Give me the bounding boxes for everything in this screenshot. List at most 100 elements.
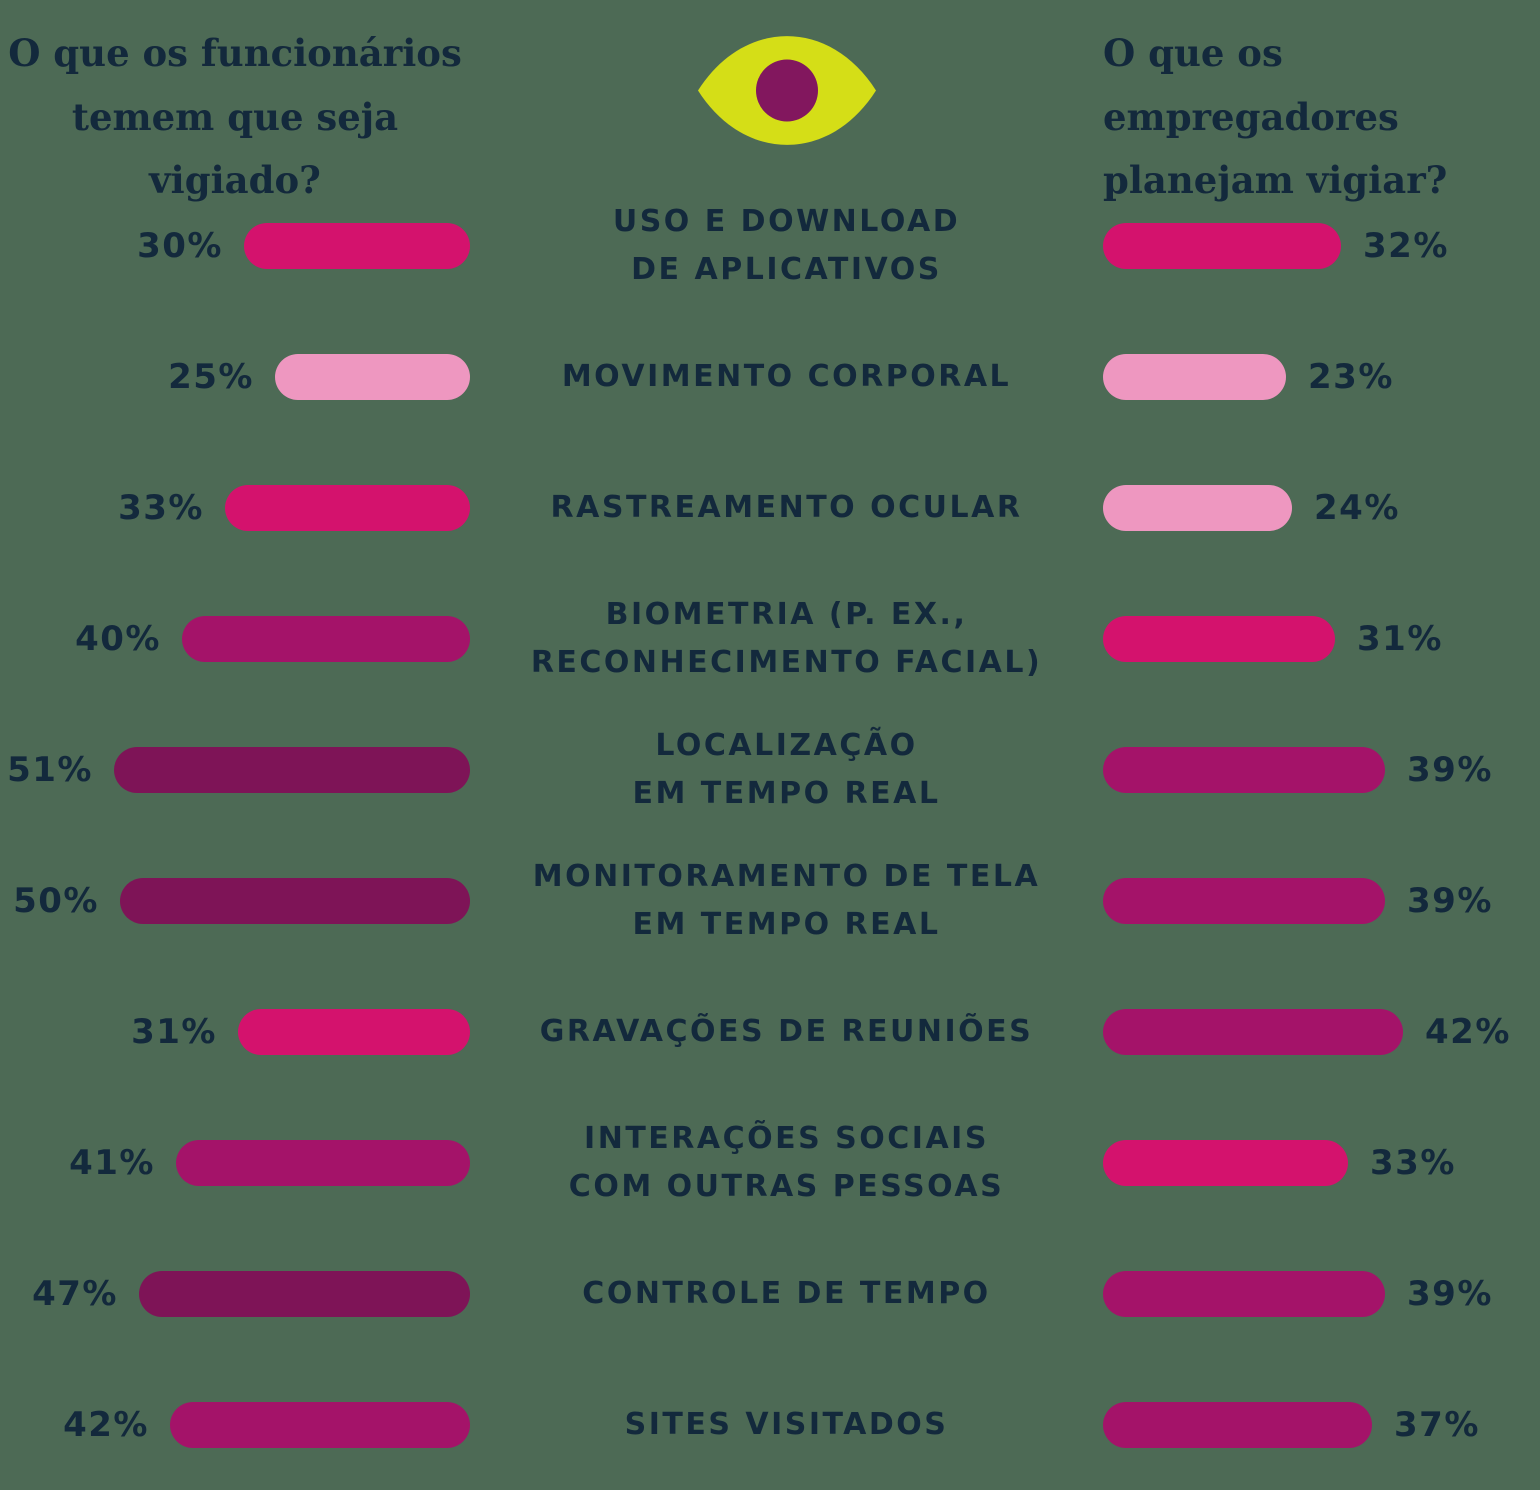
right-bar-cell: 39% bbox=[1103, 877, 1540, 924]
chart-row: 41% INTERAÇÕES SOCIAIS COM OUTRAS PESSOAS 3… bbox=[0, 1097, 1540, 1228]
left-title-line2: temem que seja vigiado? bbox=[71, 94, 399, 203]
left-value-label: 40% bbox=[75, 618, 161, 659]
left-title-line1: O que os funcionários bbox=[8, 31, 462, 75]
right-value-label: 37% bbox=[1394, 1404, 1480, 1445]
right-bar-cell: 24% bbox=[1103, 484, 1540, 531]
right-bar bbox=[1103, 1008, 1403, 1055]
category-cell: GRAVAÇÕES DE REUNIÕES bbox=[470, 1008, 1103, 1056]
left-bar bbox=[225, 484, 470, 531]
left-bar-cell: 47% bbox=[0, 1270, 470, 1317]
right-value-label: 33% bbox=[1370, 1142, 1456, 1183]
category-cell: BIOMETRIA (P. EX., RECONHECIMENTO FACIAL) bbox=[470, 591, 1103, 687]
category-cell: USO E DOWNLOAD DE APLICATIVOS bbox=[470, 198, 1103, 294]
category-label-line: RASTREAMENTO OCULAR bbox=[550, 489, 1023, 525]
right-bar bbox=[1103, 484, 1292, 531]
right-bar-cell: 31% bbox=[1103, 615, 1540, 662]
category-label-line: LOCALIZAÇÃO bbox=[655, 727, 918, 763]
left-value-label: 30% bbox=[137, 225, 223, 266]
chart-row: 42% SITES VISITADOS 37% bbox=[0, 1359, 1540, 1490]
left-title: O que os funcionários temem que seja vig… bbox=[0, 0, 470, 213]
category-label-line: EM TEMPO REAL bbox=[632, 906, 941, 942]
left-bar bbox=[238, 1008, 470, 1055]
eye-icon bbox=[697, 36, 876, 145]
left-bar-cell: 31% bbox=[0, 1008, 470, 1055]
right-bar bbox=[1103, 1139, 1348, 1186]
eye-icon-container bbox=[470, 0, 1103, 148]
chart-row: 30% USO E DOWNLOAD DE APLICATIVOS 32% bbox=[0, 180, 1540, 311]
right-value-label: 39% bbox=[1407, 880, 1493, 921]
category-cell: RASTREAMENTO OCULAR bbox=[470, 484, 1103, 532]
category-label-line: CONTROLE DE TEMPO bbox=[582, 1275, 991, 1311]
chart-row: 50% MONITORAMENTO DE TELA EM TEMPO REAL 39% bbox=[0, 835, 1540, 966]
left-bar bbox=[275, 353, 470, 400]
right-bar-cell: 39% bbox=[1103, 1270, 1540, 1317]
left-value-label: 42% bbox=[63, 1404, 149, 1445]
category-label: LOCALIZAÇÃO EM TEMPO REAL bbox=[633, 722, 941, 818]
right-value-label: 24% bbox=[1314, 487, 1400, 528]
category-cell: INTERAÇÕES SOCIAIS COM OUTRAS PESSOAS bbox=[470, 1115, 1103, 1211]
right-bar bbox=[1103, 877, 1385, 924]
category-cell: SITES VISITADOS bbox=[470, 1401, 1103, 1449]
left-value-label: 33% bbox=[118, 487, 204, 528]
right-value-label: 32% bbox=[1363, 225, 1449, 266]
right-value-label: 39% bbox=[1407, 749, 1493, 790]
left-bar bbox=[120, 877, 470, 924]
chart-row: 47% CONTROLE DE TEMPO 39% bbox=[0, 1228, 1540, 1359]
category-label-line: SITES VISITADOS bbox=[624, 1406, 949, 1442]
category-label: INTERAÇÕES SOCIAIS COM OUTRAS PESSOAS bbox=[569, 1115, 1004, 1211]
right-title-line2: planejam vigiar? bbox=[1103, 158, 1448, 203]
right-bar bbox=[1103, 222, 1341, 269]
left-bar bbox=[244, 222, 470, 269]
header: O que os funcionários temem que seja vig… bbox=[0, 0, 1540, 202]
left-bar bbox=[114, 746, 470, 793]
right-title-line1: O que os empregadores bbox=[1103, 31, 1399, 139]
left-bar-cell: 25% bbox=[0, 353, 470, 400]
left-bar-cell: 50% bbox=[0, 877, 470, 924]
category-label-line: EM TEMPO REAL bbox=[632, 775, 941, 811]
category-label: USO E DOWNLOAD DE APLICATIVOS bbox=[613, 198, 960, 294]
category-cell: MOVIMENTO CORPORAL bbox=[470, 353, 1103, 401]
right-title: O que os empregadores planejam vigiar? bbox=[1103, 0, 1540, 213]
category-label-line: MONITORAMENTO DE TELA bbox=[532, 858, 1041, 894]
category-label: GRAVAÇÕES DE REUNIÕES bbox=[540, 1008, 1034, 1056]
eye-pupil bbox=[755, 59, 818, 122]
left-bar-cell: 41% bbox=[0, 1139, 470, 1186]
category-label: BIOMETRIA (P. EX., RECONHECIMENTO FACIAL) bbox=[531, 591, 1042, 687]
category-label: RASTREAMENTO OCULAR bbox=[551, 484, 1023, 532]
chart-row: 33% RASTREAMENTO OCULAR 24% bbox=[0, 442, 1540, 573]
left-bar-cell: 51% bbox=[0, 746, 470, 793]
right-bar-cell: 42% bbox=[1103, 1008, 1540, 1055]
category-label-line: GRAVAÇÕES DE REUNIÕES bbox=[539, 1013, 1034, 1049]
left-bar bbox=[139, 1270, 470, 1317]
left-bar bbox=[170, 1401, 470, 1448]
category-label: SITES VISITADOS bbox=[625, 1401, 949, 1449]
right-value-label: 39% bbox=[1407, 1273, 1493, 1314]
category-label-line: DE APLICATIVOS bbox=[631, 251, 942, 287]
left-bar bbox=[176, 1139, 470, 1186]
right-value-label: 42% bbox=[1425, 1011, 1511, 1052]
category-label-line: COM OUTRAS PESSOAS bbox=[568, 1168, 1005, 1204]
left-value-label: 51% bbox=[7, 749, 93, 790]
category-label-line: BIOMETRIA (P. EX., bbox=[605, 596, 968, 632]
left-bar-cell: 42% bbox=[0, 1401, 470, 1448]
right-value-label: 31% bbox=[1357, 618, 1443, 659]
category-label: CONTROLE DE TEMPO bbox=[582, 1270, 990, 1318]
category-cell: MONITORAMENTO DE TELA EM TEMPO REAL bbox=[470, 853, 1103, 949]
left-value-label: 41% bbox=[69, 1142, 155, 1183]
right-bar bbox=[1103, 1401, 1372, 1448]
right-bar bbox=[1103, 353, 1286, 400]
category-label-line: MOVIMENTO CORPORAL bbox=[561, 358, 1012, 394]
right-value-label: 23% bbox=[1308, 356, 1394, 397]
right-bar bbox=[1103, 1270, 1385, 1317]
right-bar-cell: 32% bbox=[1103, 222, 1540, 269]
right-bar-cell: 23% bbox=[1103, 353, 1540, 400]
left-bar-cell: 40% bbox=[0, 615, 470, 662]
chart-row: 25% MOVIMENTO CORPORAL 23% bbox=[0, 311, 1540, 442]
left-bar-cell: 33% bbox=[0, 484, 470, 531]
category-cell: LOCALIZAÇÃO EM TEMPO REAL bbox=[470, 722, 1103, 818]
chart-rows: 30% USO E DOWNLOAD DE APLICATIVOS 32% 25% MOV… bbox=[0, 180, 1540, 1490]
right-bar-cell: 37% bbox=[1103, 1401, 1540, 1448]
category-label: MONITORAMENTO DE TELA EM TEMPO REAL bbox=[533, 853, 1040, 949]
right-bar bbox=[1103, 746, 1385, 793]
